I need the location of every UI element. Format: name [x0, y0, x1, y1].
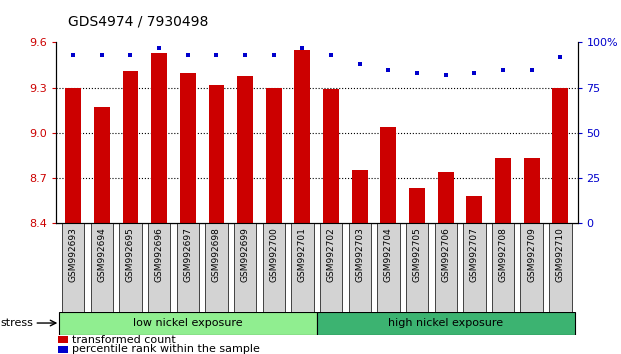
Text: GSM992702: GSM992702 [327, 227, 335, 282]
Text: GSM992694: GSM992694 [97, 227, 106, 282]
Bar [438, 172, 453, 223]
Text: GSM992695: GSM992695 [126, 227, 135, 282]
Point [441, 72, 451, 78]
Text: GSM992706: GSM992706 [441, 227, 450, 282]
Point [269, 52, 279, 58]
Bar [148, 223, 170, 312]
Point [183, 52, 193, 58]
Bar [466, 196, 483, 223]
Point [469, 70, 479, 76]
Bar [553, 87, 568, 223]
Bar [520, 223, 543, 312]
Bar [495, 158, 511, 223]
Bar [180, 73, 196, 223]
Text: GSM992709: GSM992709 [527, 227, 536, 282]
Bar [463, 223, 486, 312]
Bar [119, 223, 142, 312]
Bar [409, 188, 425, 223]
Point [240, 52, 250, 58]
Text: transformed count: transformed count [71, 335, 175, 344]
Bar [237, 75, 253, 223]
Text: low nickel exposure: low nickel exposure [133, 318, 243, 328]
Text: GSM992700: GSM992700 [270, 227, 278, 282]
Bar [209, 85, 224, 223]
Point [326, 52, 336, 58]
Point [211, 52, 221, 58]
Bar [317, 312, 574, 335]
Text: GDS4974 / 7930498: GDS4974 / 7930498 [68, 14, 209, 28]
Bar [59, 312, 317, 335]
Bar [58, 346, 68, 353]
Bar [294, 50, 310, 223]
Point [154, 45, 164, 51]
Point [412, 70, 422, 76]
Point [355, 61, 365, 67]
Point [125, 52, 135, 58]
Bar [263, 223, 285, 312]
Bar [151, 53, 167, 223]
Text: GSM992699: GSM992699 [240, 227, 250, 282]
Bar [352, 170, 368, 223]
Bar [377, 223, 399, 312]
Bar [549, 223, 571, 312]
Point [383, 67, 393, 73]
Bar [435, 223, 457, 312]
Text: GSM992701: GSM992701 [298, 227, 307, 282]
Point [527, 67, 537, 73]
Text: stress: stress [0, 318, 33, 328]
Text: GSM992698: GSM992698 [212, 227, 221, 282]
Bar [323, 89, 339, 223]
Point [97, 52, 107, 58]
Bar [266, 87, 281, 223]
Text: GSM992704: GSM992704 [384, 227, 393, 282]
Text: GSM992696: GSM992696 [155, 227, 163, 282]
Text: GSM992693: GSM992693 [68, 227, 78, 282]
Point [297, 45, 307, 51]
Bar [320, 223, 342, 312]
Bar [406, 223, 428, 312]
Bar [94, 107, 110, 223]
Text: GSM992710: GSM992710 [556, 227, 565, 282]
Text: GSM992707: GSM992707 [470, 227, 479, 282]
Bar [176, 223, 199, 312]
Point [498, 67, 508, 73]
Bar [348, 223, 371, 312]
Point [555, 54, 565, 60]
Bar [62, 223, 84, 312]
Bar [524, 158, 540, 223]
Bar [205, 223, 227, 312]
Text: high nickel exposure: high nickel exposure [388, 318, 503, 328]
Bar [58, 336, 68, 343]
Point [68, 52, 78, 58]
Bar [122, 71, 138, 223]
Bar [91, 223, 113, 312]
Bar [381, 127, 396, 223]
Text: GSM992703: GSM992703 [355, 227, 364, 282]
Text: GSM992697: GSM992697 [183, 227, 193, 282]
Text: percentile rank within the sample: percentile rank within the sample [71, 344, 260, 354]
Text: GSM992705: GSM992705 [412, 227, 422, 282]
Bar [492, 223, 514, 312]
Bar [291, 223, 314, 312]
Text: GSM992708: GSM992708 [499, 227, 507, 282]
Bar [65, 87, 81, 223]
Bar [234, 223, 256, 312]
